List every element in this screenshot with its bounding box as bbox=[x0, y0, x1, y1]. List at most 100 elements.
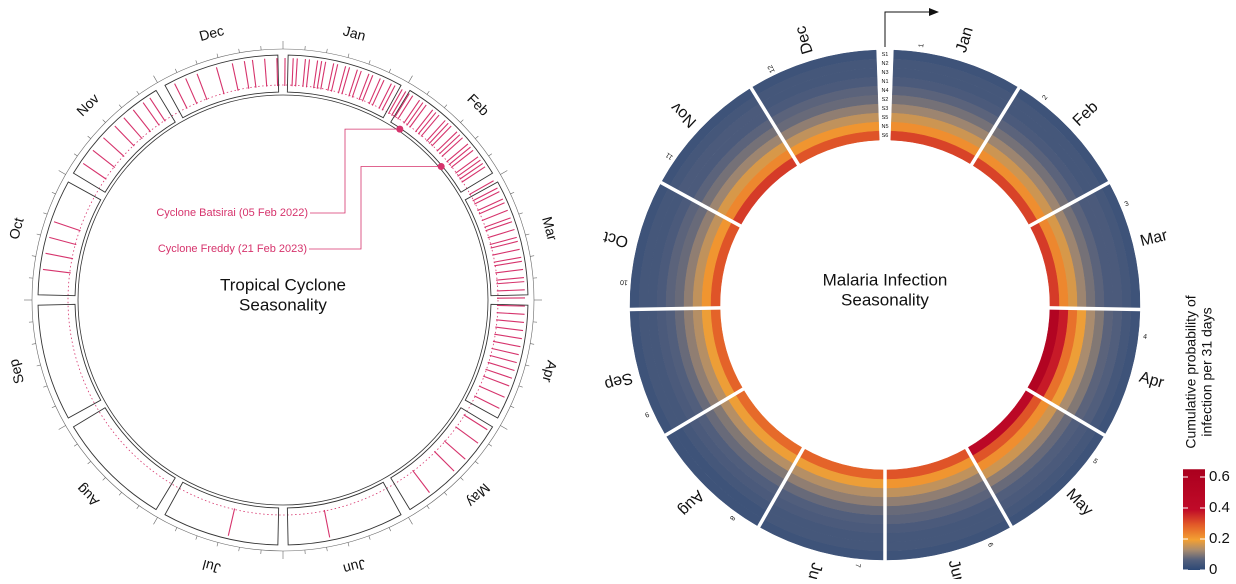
tick bbox=[460, 477, 463, 480]
tick bbox=[52, 192, 56, 194]
month-label: Sep bbox=[5, 357, 27, 385]
month-label: Jul bbox=[201, 557, 222, 577]
cyclone-line bbox=[432, 126, 451, 146]
chart-title: Seasonality bbox=[239, 295, 327, 314]
chart-title: Malaria Infection bbox=[823, 270, 948, 289]
colorbar-tick-label: 0.4 bbox=[1209, 499, 1230, 516]
month-number: 10 bbox=[620, 278, 628, 286]
month-box bbox=[38, 304, 101, 418]
cyclone-line bbox=[93, 150, 115, 167]
tick bbox=[500, 171, 507, 175]
month-label: Aug bbox=[675, 487, 707, 519]
cyclone-line bbox=[490, 237, 517, 244]
tick bbox=[59, 171, 66, 175]
cyclone-line bbox=[496, 282, 524, 284]
cyclone-line bbox=[244, 61, 248, 89]
tick bbox=[103, 477, 106, 480]
cyclone-line bbox=[495, 269, 523, 273]
cyclone-line bbox=[484, 218, 510, 228]
ring-label: S6 bbox=[882, 133, 889, 139]
tick bbox=[43, 213, 47, 214]
cyclone-line bbox=[404, 100, 420, 123]
cyclone-line bbox=[479, 386, 505, 397]
month-number: 11 bbox=[665, 151, 675, 161]
tick bbox=[519, 386, 523, 387]
cyclone-line bbox=[324, 510, 329, 537]
month-label: Jul bbox=[804, 561, 826, 579]
month-label: Mar bbox=[1138, 227, 1169, 250]
cyclone-line bbox=[175, 84, 188, 109]
cyclone-line bbox=[496, 278, 524, 281]
cyclone-line bbox=[133, 110, 150, 132]
cyclone-line bbox=[277, 58, 278, 86]
month-label: Jun bbox=[342, 556, 368, 577]
start-arrow-head bbox=[929, 8, 939, 16]
tick bbox=[510, 192, 514, 194]
cyclone-line bbox=[292, 58, 293, 86]
cyclone-line bbox=[455, 427, 478, 444]
tick bbox=[154, 517, 158, 524]
cyclone-line bbox=[49, 237, 76, 244]
cyclone-line bbox=[488, 362, 515, 370]
cyclone-line bbox=[197, 74, 207, 100]
tick bbox=[348, 54, 349, 58]
month-label: Dec bbox=[792, 24, 817, 56]
tick bbox=[460, 120, 463, 123]
colorbar-title: infection per 31 days bbox=[1199, 307, 1215, 436]
tick bbox=[369, 60, 370, 64]
colorbar-tick-label: 0 bbox=[1209, 561, 1217, 578]
month-label: Dec bbox=[197, 22, 225, 44]
tick bbox=[389, 527, 391, 531]
cyclone-line bbox=[460, 163, 483, 179]
cyclone-line bbox=[494, 261, 522, 265]
cyclone-line bbox=[314, 60, 318, 88]
ring-label: S2 bbox=[882, 97, 889, 103]
tick bbox=[239, 547, 240, 551]
cyclone-line bbox=[342, 67, 350, 94]
tick bbox=[327, 547, 328, 551]
cyclone-line bbox=[352, 71, 361, 97]
month-label: May bbox=[463, 480, 493, 510]
cyclone-line bbox=[488, 230, 515, 238]
tick bbox=[43, 386, 47, 387]
colorbar bbox=[1183, 469, 1205, 570]
tick bbox=[519, 213, 523, 214]
cyclone-line bbox=[496, 320, 524, 323]
month-separator bbox=[1049, 308, 1141, 310]
cyclone-line bbox=[458, 160, 481, 176]
tick bbox=[217, 542, 218, 546]
tick bbox=[510, 406, 514, 408]
cyclone-line bbox=[103, 138, 124, 157]
month-label: Jan bbox=[342, 22, 368, 43]
month-label: Feb bbox=[464, 90, 493, 119]
tick bbox=[137, 91, 139, 94]
month-number: 7 bbox=[854, 563, 861, 568]
ring-label: N4 bbox=[881, 88, 888, 94]
cyclone-line bbox=[497, 313, 525, 315]
tick bbox=[389, 69, 391, 73]
annotation-label: Cyclone Batsirai (05 Feb 2022) bbox=[156, 207, 308, 219]
ring-label: S1 bbox=[882, 52, 889, 58]
tick bbox=[137, 506, 139, 509]
cyclone-line bbox=[415, 110, 432, 132]
cyclone-line bbox=[232, 63, 238, 90]
cyclone-line bbox=[265, 59, 267, 87]
month-label: Nov bbox=[73, 90, 102, 119]
month-number: 12 bbox=[767, 64, 777, 74]
tick bbox=[427, 506, 429, 509]
month-box bbox=[165, 482, 279, 545]
ring-label: S5 bbox=[882, 115, 889, 121]
tick bbox=[475, 136, 478, 139]
tick bbox=[530, 256, 534, 257]
cyclone-line bbox=[494, 257, 522, 262]
cyclone-line bbox=[349, 70, 358, 97]
tick bbox=[327, 49, 328, 53]
tick bbox=[409, 76, 413, 83]
cyclone-line bbox=[485, 369, 511, 378]
tick bbox=[103, 120, 106, 123]
cyclone-line bbox=[455, 157, 478, 174]
cyclone-line bbox=[492, 249, 519, 255]
cyclone-line bbox=[494, 334, 522, 338]
